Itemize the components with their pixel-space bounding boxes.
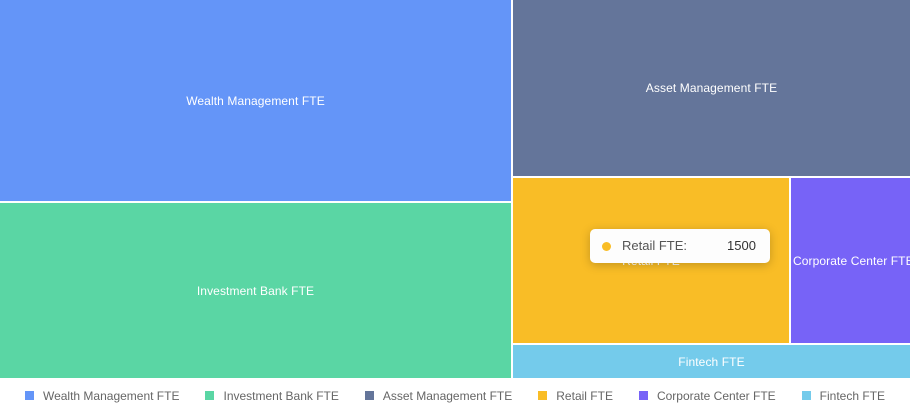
- legend-swatch-icon: [638, 391, 648, 400]
- legend-item-label: Wealth Management FTE: [42, 388, 180, 403]
- treemap-tile-label: Corporate Center FTE: [793, 253, 910, 268]
- treemap-tile-wealth-management[interactable]: Wealth Management FTE: [0, 0, 511, 201]
- treemap-tile-retail[interactable]: Retail FTE: [513, 178, 789, 343]
- legend-swatch-icon: [205, 391, 215, 400]
- legend-item-label: Corporate Center FTE: [656, 388, 776, 403]
- treemap-tile-asset-management[interactable]: Asset Management FTE: [513, 0, 910, 176]
- treemap-tile-label: Wealth Management FTE: [186, 93, 325, 108]
- treemap-tile-label: Fintech FTE: [678, 354, 745, 369]
- legend-swatch-icon: [24, 391, 34, 400]
- treemap-tile-label: Retail FTE: [622, 253, 680, 268]
- legend-item-asset-management[interactable]: Asset Management FTE: [364, 388, 513, 403]
- treemap-plot-area: Wealth Management FTE Investment Bank FT…: [0, 0, 910, 378]
- treemap-tile-label: Investment Bank FTE: [196, 283, 315, 298]
- legend-item-fintech[interactable]: Fintech FTE: [801, 388, 886, 403]
- legend-swatch-icon: [538, 391, 548, 400]
- treemap-tile-corporate-center[interactable]: Corporate Center FTE: [791, 178, 910, 343]
- legend-item-label: Fintech FTE: [819, 388, 886, 403]
- legend-item-label: Asset Management FTE: [382, 388, 513, 403]
- legend-item-label: Retail FTE: [556, 388, 613, 403]
- legend-swatch-icon: [801, 391, 811, 400]
- treemap-tile-label: Asset Management FTE: [645, 81, 778, 95]
- treemap-tile-fintech[interactable]: Fintech FTE: [513, 345, 910, 378]
- chart-legend: Wealth Management FTE Investment Bank FT…: [0, 382, 910, 409]
- legend-item-investment-bank[interactable]: Investment Bank FTE: [205, 388, 339, 403]
- legend-item-label: Investment Bank FTE: [223, 388, 339, 403]
- legend-item-corporate-center[interactable]: Corporate Center FTE: [638, 388, 776, 403]
- legend-item-retail[interactable]: Retail FTE: [538, 389, 613, 403]
- treemap-tile-investment-bank[interactable]: Investment Bank FTE: [0, 203, 511, 378]
- legend-item-wealth-management[interactable]: Wealth Management FTE: [24, 388, 180, 403]
- legend-swatch-icon: [364, 391, 374, 400]
